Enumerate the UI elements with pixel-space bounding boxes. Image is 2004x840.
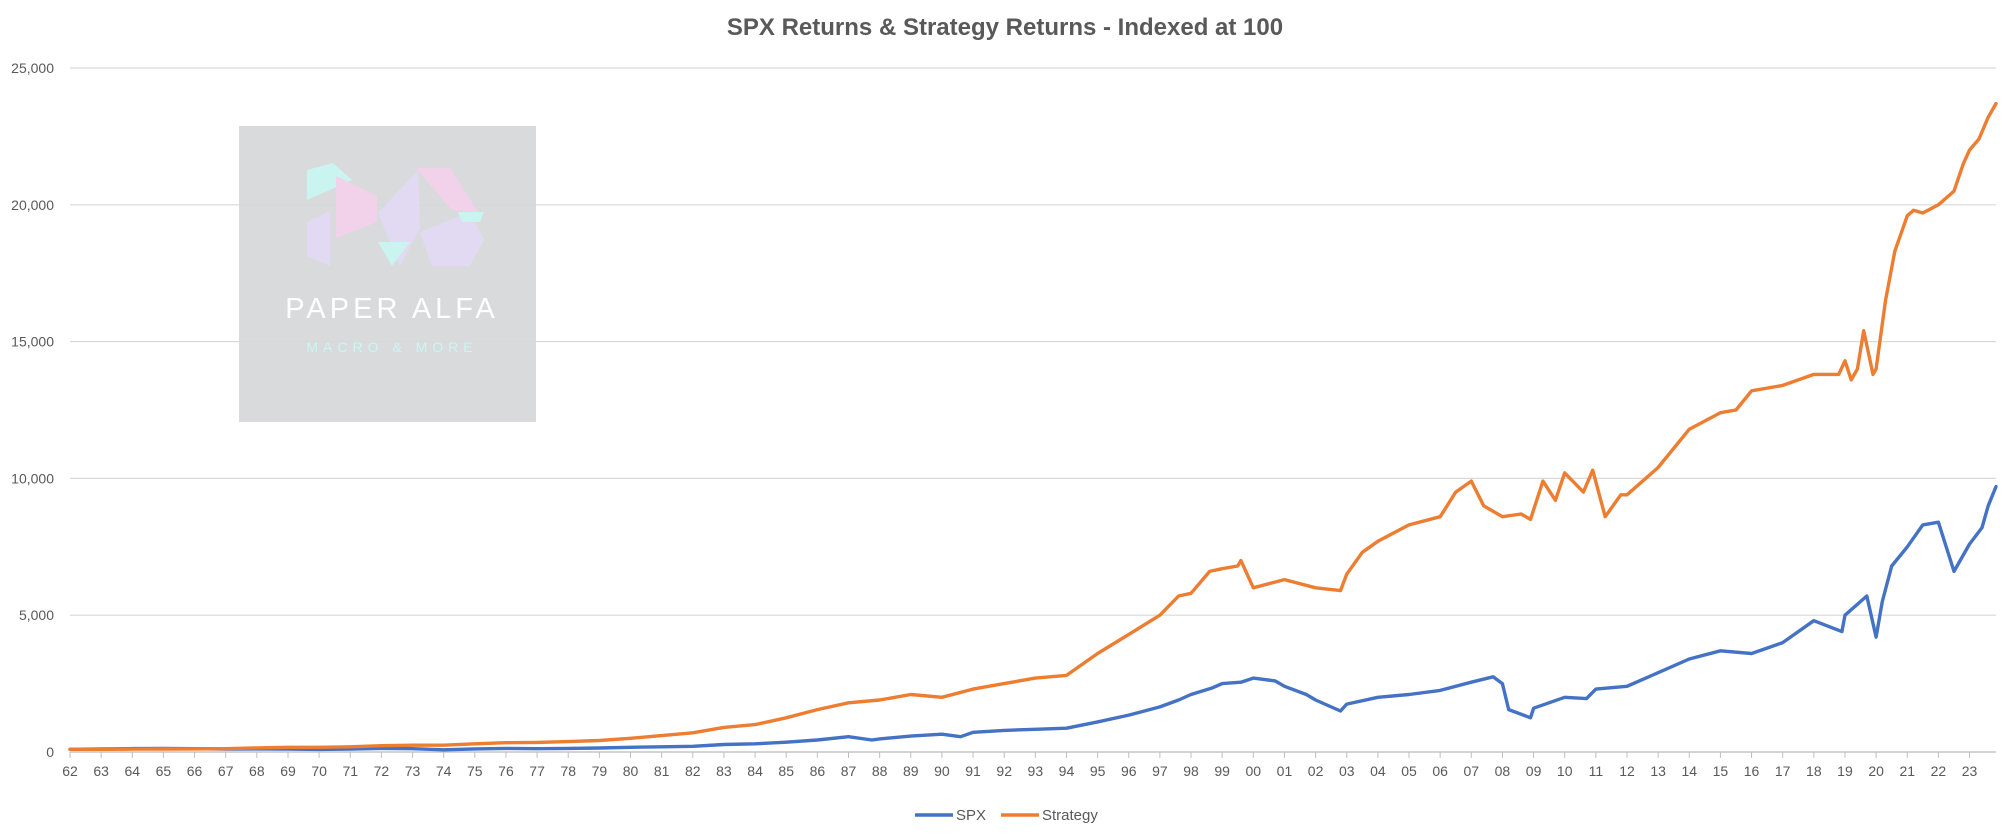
x-tick-label: 69 [280, 763, 296, 779]
x-tick-label: 10 [1557, 763, 1573, 779]
x-tick-label: 23 [1962, 763, 1978, 779]
x-tick-label: 12 [1619, 763, 1635, 779]
x-axis: 62 63 64 65 66 67 68 69 70 71 72 73 74 75 76 77 78 79 80 81… [62, 751, 1996, 779]
x-tick-label: 08 [1495, 763, 1511, 779]
x-tick-label: 72 [374, 763, 390, 779]
x-tick-label: 05 [1401, 763, 1417, 779]
x-tick-label: 80 [623, 763, 639, 779]
x-tick-label: 90 [934, 763, 950, 779]
x-tick-label: 09 [1526, 763, 1542, 779]
x-tick-label: 18 [1806, 763, 1822, 779]
y-tick-label: 15,000 [11, 334, 54, 350]
series-lines [68, 101, 1998, 752]
x-tick-label: 63 [93, 763, 109, 779]
y-tick-label: 0 [46, 744, 54, 760]
x-tick-label: 89 [903, 763, 919, 779]
paper-alfa-logo-icon [307, 163, 484, 266]
x-tick-label: 67 [218, 763, 234, 779]
x-tick-label: 84 [747, 763, 763, 779]
x-tick-label: 81 [654, 763, 670, 779]
x-tick-label: 15 [1713, 763, 1729, 779]
legend-label-spx: SPX [956, 807, 986, 824]
x-tick-label: 13 [1650, 763, 1666, 779]
x-tick-label: 85 [778, 763, 794, 779]
x-tick-label: 79 [592, 763, 608, 779]
series-line-strategy [68, 101, 1998, 751]
y-tick-label: 5,000 [19, 607, 54, 623]
x-tick-label: 06 [1432, 763, 1448, 779]
watermark-background [239, 126, 536, 422]
x-tick-label: 14 [1681, 763, 1697, 779]
x-tick-label: 83 [716, 763, 732, 779]
x-tick-label: 65 [156, 763, 172, 779]
x-tick-label: 94 [1059, 763, 1075, 779]
y-axis: 0 5,000 10,000 15,000 20,000 25,000 [11, 60, 54, 760]
paper-alfa-watermark: PAPER ALFA MACRO & MORE [239, 126, 536, 422]
x-tick-label: 01 [1277, 763, 1293, 779]
chart-title: SPX Returns & Strategy Returns - Indexed… [727, 14, 1283, 41]
x-tick-label: 02 [1308, 763, 1324, 779]
x-tick-label: 78 [560, 763, 576, 779]
x-tick-label: 00 [1246, 763, 1262, 779]
x-tick-label: 16 [1744, 763, 1760, 779]
x-tick-label: 17 [1775, 763, 1791, 779]
x-tick-label: 66 [187, 763, 203, 779]
x-tick-label: 75 [467, 763, 483, 779]
x-tick-label: 62 [62, 763, 78, 779]
x-tick-label: 86 [810, 763, 826, 779]
x-tick-label: 20 [1868, 763, 1884, 779]
x-tick-label: 74 [436, 763, 452, 779]
watermark-title: PAPER ALFA [285, 293, 499, 325]
x-tick-label: 64 [124, 763, 140, 779]
x-tick-label: 95 [1090, 763, 1106, 779]
watermark-subtitle: MACRO & MORE [306, 339, 477, 355]
x-tick-label: 21 [1899, 763, 1915, 779]
legend-item-spx: SPX [915, 807, 986, 824]
series-line-spx [68, 484, 1998, 752]
x-tick-label: 93 [1028, 763, 1044, 779]
x-tick-label: 71 [342, 763, 358, 779]
x-tick-label: 87 [841, 763, 857, 779]
x-tick-label: 98 [1183, 763, 1199, 779]
x-tick-label: 76 [498, 763, 514, 779]
x-tick-label: 04 [1370, 763, 1386, 779]
x-tick-label: 99 [1214, 763, 1230, 779]
y-tick-label: 10,000 [11, 470, 54, 486]
legend: SPX Strategy [915, 807, 1098, 824]
x-tick-label: 97 [1152, 763, 1168, 779]
x-tick-label: 96 [1121, 763, 1137, 779]
x-tick-label: 91 [965, 763, 981, 779]
y-tick-label: 20,000 [11, 197, 54, 213]
x-tick-label: 07 [1464, 763, 1480, 779]
x-tick-label: 19 [1837, 763, 1853, 779]
x-tick-label: 22 [1931, 763, 1947, 779]
legend-label-strategy: Strategy [1042, 807, 1098, 824]
x-tick-label: 70 [311, 763, 327, 779]
legend-item-strategy: Strategy [1001, 807, 1098, 824]
x-tick-label: 88 [872, 763, 888, 779]
x-tick-label: 77 [529, 763, 545, 779]
x-tick-label: 68 [249, 763, 265, 779]
y-tick-label: 25,000 [11, 60, 54, 76]
x-tick-label: 11 [1589, 763, 1604, 779]
x-tick-label: 82 [685, 763, 701, 779]
x-tick-label: 03 [1339, 763, 1355, 779]
x-tick-label: 73 [405, 763, 421, 779]
x-tick-label: 92 [996, 763, 1012, 779]
